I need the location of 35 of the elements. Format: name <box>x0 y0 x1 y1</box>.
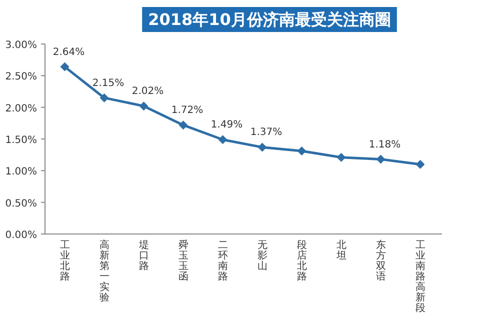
chart-title: 2018年10月份济南最受关注商圈 <box>148 10 391 29</box>
x-tick-label: 工业南路高新段 <box>415 240 426 314</box>
point <box>60 62 70 72</box>
x-tick-label: 二环南路 <box>218 240 228 282</box>
point <box>336 152 346 162</box>
point <box>178 120 188 130</box>
point <box>376 154 386 164</box>
y-tick-label: 0.50% <box>5 198 37 210</box>
x-tick-label: 无影山 <box>257 240 268 272</box>
data-label: 2.02% <box>132 86 164 98</box>
x-tick-label: 东方双语 <box>376 239 386 282</box>
point <box>416 160 425 169</box>
x-tick-label: 舜玉玉函 <box>178 239 188 282</box>
y-tick-label: 2.50% <box>5 72 37 83</box>
x-tick-label: 工业北路 <box>60 240 70 282</box>
point <box>218 135 228 144</box>
data-label: 1.49% <box>210 120 243 131</box>
point <box>100 93 109 102</box>
x-tick-label: 段店北路 <box>296 239 307 282</box>
y-tick-label: 3.00% <box>5 40 37 51</box>
point <box>139 102 148 111</box>
x-tick-label: 堤口路 <box>138 239 149 272</box>
data-label: 1.72% <box>171 105 204 116</box>
data-label: 1.18% <box>368 139 401 150</box>
y-tick-label: 2.00% <box>5 103 37 114</box>
point <box>297 146 306 156</box>
data-label: 1.37% <box>250 127 282 138</box>
x-tick-label: 北坦 <box>335 239 346 262</box>
point <box>258 142 267 152</box>
y-tick-label: 1.00% <box>5 166 37 178</box>
data-label: 2.15% <box>92 78 124 89</box>
data-label: 2.64% <box>52 46 85 58</box>
y-tick-label: 1.50% <box>5 135 37 146</box>
y-tick-label: 0.00% <box>5 230 37 241</box>
x-tick-label: 高新第一实验 <box>99 239 110 304</box>
